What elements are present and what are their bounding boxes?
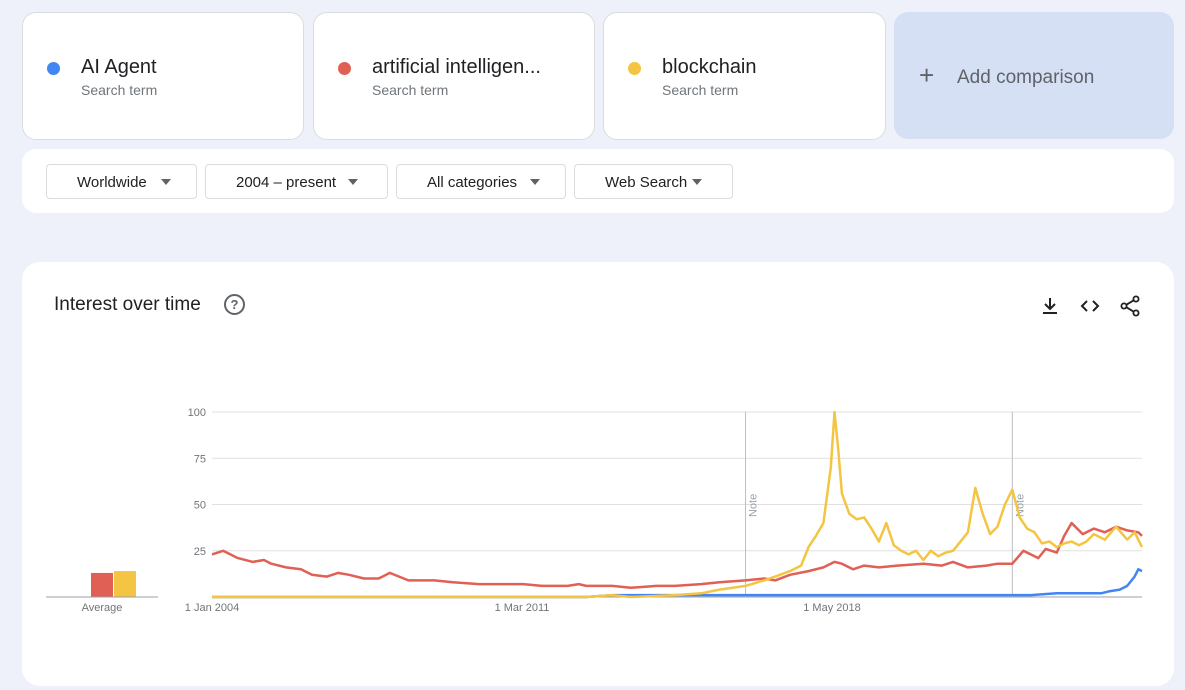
term-card-artificial-intelligence[interactable]: artificial intelligen... Search term [313, 12, 595, 140]
note-marker-label: Note [748, 494, 760, 517]
category-dropdown-label: All categories [427, 174, 518, 191]
y-tick-label: 25 [194, 546, 206, 558]
panel-title: Interest over time [54, 294, 201, 315]
series-line [212, 568, 1143, 599]
region-dropdown[interactable]: Worldwide [46, 164, 197, 199]
x-tick-label: 1 Mar 2011 [495, 602, 550, 614]
filter-bar: Worldwide 2004 – present All categories … [22, 149, 1174, 213]
help-icon[interactable]: ? [224, 294, 245, 315]
term-card-ai-agent[interactable]: AI Agent Search term [22, 12, 304, 140]
add-comparison-label: Add comparison [957, 67, 1095, 88]
y-tick-label: 50 [194, 500, 206, 512]
share-icon[interactable] [1118, 294, 1142, 318]
embed-code-icon[interactable] [1078, 294, 1102, 318]
search-type-dropdown[interactable]: Web Search [574, 164, 733, 199]
add-comparison-button[interactable]: + Add comparison [894, 12, 1174, 139]
series-color-dot [338, 62, 351, 75]
term-type-label: Search term [81, 82, 158, 98]
term-card-blockchain[interactable]: blockchain Search term [603, 12, 886, 140]
dropdown-arrow-icon [348, 179, 358, 185]
dropdown-arrow-icon [530, 179, 540, 185]
term-type-label: Search term [372, 82, 449, 98]
term-name: AI Agent [81, 56, 157, 78]
series-color-dot [47, 62, 60, 75]
series-line [212, 410, 1144, 599]
interest-over-time-panel: Interest over time ? 25 50 75 100 1 Jan 2004… [22, 262, 1174, 686]
series-line [211, 521, 1143, 590]
search-type-dropdown-label: Web Search [605, 174, 688, 191]
average-bar [114, 571, 136, 597]
y-tick-label: 100 [188, 407, 206, 419]
x-tick-label: 1 May 2018 [803, 602, 860, 614]
dropdown-arrow-icon [161, 179, 171, 185]
time-range-dropdown-label: 2004 – present [236, 174, 337, 191]
term-name: blockchain [662, 56, 757, 78]
interest-over-time-chart: 25 50 75 100 1 Jan 2004 1 Mar 2011 1 May 2018 N… [46, 407, 1144, 614]
download-icon[interactable] [1038, 294, 1062, 318]
dropdown-arrow-icon [692, 179, 702, 185]
average-label: Average [82, 602, 123, 614]
time-range-dropdown[interactable]: 2004 – present [205, 164, 388, 199]
category-dropdown[interactable]: All categories [396, 164, 566, 199]
y-tick-label: 75 [194, 453, 206, 465]
region-dropdown-label: Worldwide [77, 174, 147, 191]
term-name: artificial intelligen... [372, 56, 541, 78]
term-type-label: Search term [662, 82, 739, 98]
series-color-dot [628, 62, 641, 75]
x-tick-label: 1 Jan 2004 [185, 602, 239, 614]
plus-icon: + [919, 60, 935, 90]
average-bar [91, 572, 113, 597]
